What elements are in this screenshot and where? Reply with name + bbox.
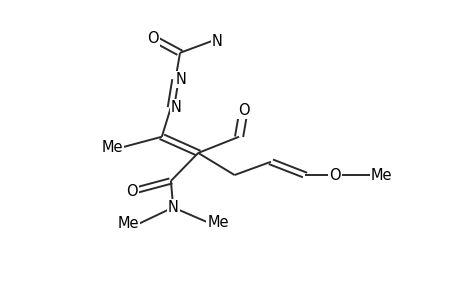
Text: Me: Me bbox=[207, 214, 228, 230]
Text: Me: Me bbox=[370, 167, 392, 182]
Text: O: O bbox=[146, 31, 158, 46]
Text: N: N bbox=[168, 200, 178, 215]
Text: O: O bbox=[126, 184, 138, 199]
Text: N: N bbox=[211, 34, 222, 49]
Text: O: O bbox=[237, 103, 249, 118]
Text: Me: Me bbox=[118, 216, 139, 231]
Text: N: N bbox=[171, 100, 181, 115]
Text: N: N bbox=[175, 72, 186, 87]
Text: Me: Me bbox=[101, 140, 123, 154]
Text: O: O bbox=[328, 167, 340, 182]
